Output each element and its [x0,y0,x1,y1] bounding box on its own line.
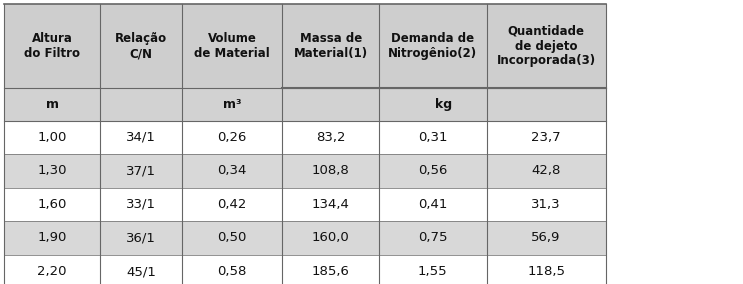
Text: 56,9: 56,9 [531,231,561,245]
Text: 134,4: 134,4 [312,198,349,211]
Bar [182,255,282,284]
Text: Nitrogênio(2): Nitrogênio(2) [389,47,477,60]
Text: de dejeto: de dejeto [515,40,577,53]
Text: Material(1): Material(1) [293,47,368,60]
Bar [182,221,282,255]
Bar [282,4,379,88]
Bar [100,4,182,88]
Text: Relação: Relação [115,32,167,45]
Bar [379,188,487,221]
Bar [487,88,606,121]
Text: 45/1: 45/1 [126,265,156,278]
Text: 0,26: 0,26 [218,131,247,144]
Bar [100,121,182,154]
Bar [100,88,182,121]
Text: 0,31: 0,31 [418,131,447,144]
Text: 1,00: 1,00 [37,131,67,144]
Text: 0,41: 0,41 [418,198,447,211]
Text: C/N: C/N [130,47,152,60]
Text: Demanda de: Demanda de [392,32,474,45]
Bar [182,121,282,154]
Text: de Material: de Material [195,47,270,60]
Text: 1,90: 1,90 [37,231,67,245]
Bar [100,154,182,188]
Text: 0,50: 0,50 [218,231,247,245]
Text: 0,58: 0,58 [218,265,247,278]
Text: 108,8: 108,8 [312,164,349,178]
Bar [182,154,282,188]
Bar [4,121,100,154]
Text: Altura: Altura [31,32,73,45]
Text: 0,42: 0,42 [218,198,247,211]
Text: 23,7: 23,7 [531,131,561,144]
Text: 160,0: 160,0 [312,231,349,245]
Bar [4,88,100,121]
Text: Incorporada(3): Incorporada(3) [496,55,596,67]
Bar [487,4,606,88]
Text: 1,55: 1,55 [418,265,447,278]
Bar [487,221,606,255]
Bar [282,188,379,221]
Bar [100,188,182,221]
Bar [487,154,606,188]
Bar [182,4,282,88]
Bar [487,255,606,284]
Bar [379,255,487,284]
Text: 37/1: 37/1 [126,164,156,178]
Bar [4,221,100,255]
Bar [379,121,487,154]
Bar [487,188,606,221]
Bar [282,221,379,255]
Text: 0,34: 0,34 [218,164,247,178]
Text: 33/1: 33/1 [126,198,156,211]
Bar [282,154,379,188]
Bar [379,4,487,88]
Bar [182,188,282,221]
Bar [282,121,379,154]
Bar [379,221,487,255]
Text: 36/1: 36/1 [126,231,156,245]
Text: 0,56: 0,56 [418,164,447,178]
Text: 83,2: 83,2 [316,131,345,144]
Bar [379,154,487,188]
Bar [4,255,100,284]
Bar [487,121,606,154]
Bar [100,221,182,255]
Text: m: m [45,98,59,111]
Bar [182,88,282,121]
Text: 1,60: 1,60 [37,198,67,211]
Bar [4,188,100,221]
Text: do Filtro: do Filtro [24,47,80,60]
Bar [379,88,487,121]
Bar [282,255,379,284]
Bar [100,255,182,284]
Text: Quantidade: Quantidade [507,25,585,38]
Text: Volume: Volume [208,32,256,45]
Text: 118,5: 118,5 [527,265,565,278]
Text: 0,75: 0,75 [418,231,447,245]
Text: m³: m³ [223,98,241,111]
Text: kg: kg [435,98,452,111]
Text: 185,6: 185,6 [312,265,349,278]
Text: 1,30: 1,30 [37,164,67,178]
Text: 2,20: 2,20 [37,265,67,278]
Text: 31,3: 31,3 [531,198,561,211]
Text: 42,8: 42,8 [531,164,561,178]
Bar [282,88,379,121]
Bar [4,4,100,88]
Text: Massa de: Massa de [299,32,362,45]
Text: 34/1: 34/1 [126,131,156,144]
Bar [4,154,100,188]
